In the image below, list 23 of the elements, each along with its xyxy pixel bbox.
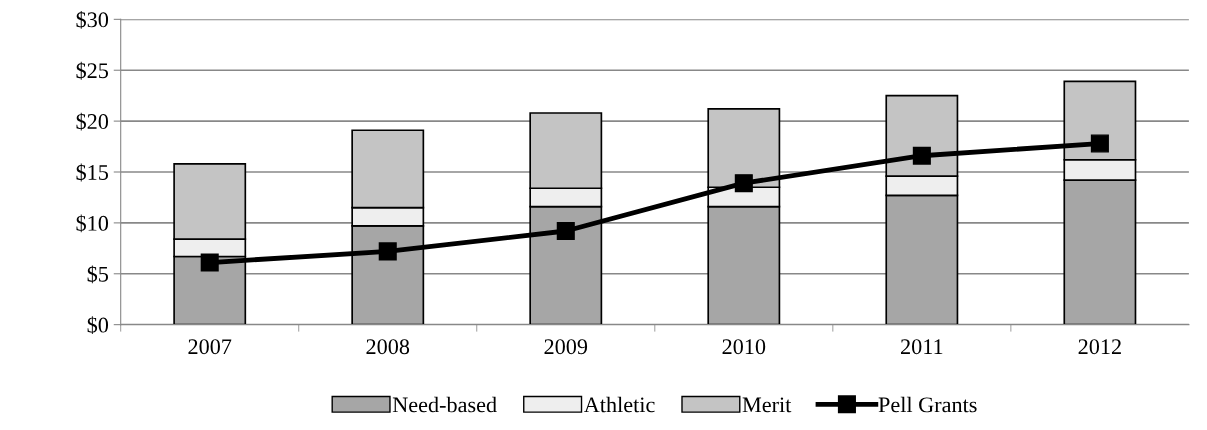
- y-tick-label: $30: [76, 10, 109, 29]
- x-tick-label: 2011: [901, 339, 943, 355]
- x-tick-label: 2007: [188, 339, 232, 355]
- x-tick-label: 2008: [366, 339, 410, 355]
- y-tick-label: $0: [87, 316, 109, 335]
- point: [912, 146, 931, 165]
- x-tick-label: 2012: [1078, 339, 1121, 355]
- legend-label: Need-based: [392, 396, 497, 413]
- point: [734, 174, 753, 193]
- x-tick-label: 2010: [722, 339, 766, 355]
- legend-label: Merit: [742, 397, 792, 413]
- point: [378, 242, 397, 261]
- legend-label: Athletic: [583, 396, 655, 413]
- y-tick-label: $10: [76, 214, 109, 233]
- point: [556, 221, 575, 241]
- y-tick-label: $20: [76, 112, 109, 131]
- point: [1090, 134, 1109, 153]
- legend-label: Pell Grants: [878, 396, 977, 413]
- y-tick-label: $15: [76, 163, 109, 182]
- y-tick-label: $25: [76, 61, 109, 80]
- x-tick-label: 2009: [544, 339, 588, 355]
- y-tick-label: $5: [87, 265, 109, 284]
- point: [200, 253, 219, 272]
